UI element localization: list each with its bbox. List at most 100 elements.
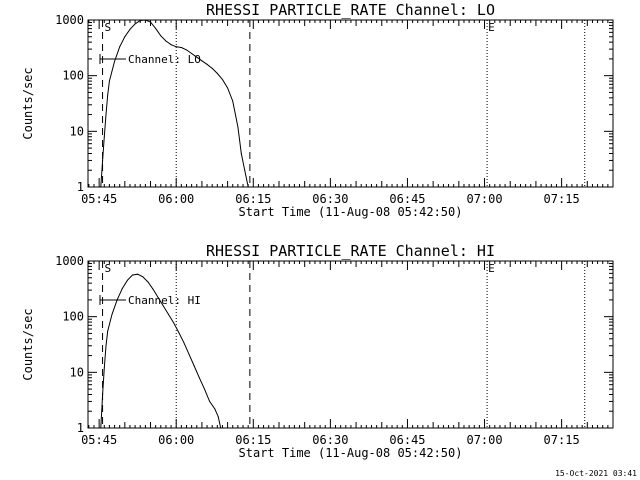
data-point <box>193 365 195 367</box>
plot-frame <box>87 19 614 188</box>
x-tick-label: 06:15 <box>235 433 271 447</box>
data-point <box>198 377 200 379</box>
data-point <box>173 322 175 324</box>
data-point <box>144 19 146 21</box>
data-point <box>206 63 208 65</box>
x-tick-label: 07:15 <box>544 192 580 206</box>
data-point <box>119 46 121 48</box>
x-tick-label: 07:15 <box>544 433 580 447</box>
chart-title: RHESSI PARTICLE_RATE Channel: HI <box>206 242 495 260</box>
x-tick-label: 06:30 <box>312 433 348 447</box>
data-point <box>175 46 177 48</box>
data-point <box>178 332 180 333</box>
data-point <box>137 273 139 275</box>
x-tick-label: 06:00 <box>158 433 194 447</box>
start-marker-label: S <box>105 262 112 275</box>
data-point <box>247 186 249 188</box>
data-point <box>209 400 211 402</box>
legend-label: Channel: LO <box>128 53 201 66</box>
data-point <box>105 345 107 347</box>
data-point <box>165 40 167 42</box>
lo-channel-panel: RHESSI PARTICLE_RATE Channel: LO 1 10 100 10… <box>21 1 614 219</box>
data-point <box>126 279 128 281</box>
x-axis-label: Start Time (11-Aug-08 05:42:50) <box>239 205 463 219</box>
particle-rate-series <box>100 273 222 429</box>
data-point <box>204 388 205 390</box>
x-tick-label: 07:00 <box>466 433 502 447</box>
data-point <box>227 87 229 89</box>
plot-frame <box>87 260 614 429</box>
data-point <box>217 416 219 418</box>
data-point <box>124 36 126 38</box>
data-point <box>188 353 190 355</box>
y-axis-label: Counts/sec <box>21 308 35 380</box>
data-point <box>162 305 164 307</box>
data-point <box>240 153 242 154</box>
y-axis-label: Counts/sec <box>21 67 35 139</box>
y-tick-label: 10 <box>70 365 84 379</box>
data-point <box>232 100 234 102</box>
end-marker-label: E <box>488 21 495 34</box>
hi-channel-panel: RHESSI PARTICLE_RATE Channel: HI 1 10 100 10… <box>21 242 614 460</box>
x-axis-label: Start Time (11-Aug-08 05:42:50) <box>239 446 463 460</box>
y-tick-label: 1000 <box>55 254 84 268</box>
x-tick-label: 07:00 <box>466 192 502 206</box>
data-point <box>139 20 141 21</box>
data-point <box>186 49 187 51</box>
x-tick-label: 05:45 <box>81 433 117 447</box>
data-point <box>191 53 193 54</box>
data-point <box>211 67 213 69</box>
data-point <box>180 47 182 48</box>
y-tick-label: 100 <box>62 310 84 324</box>
data-point <box>100 186 102 188</box>
data-point <box>196 56 198 58</box>
data-point <box>147 281 149 283</box>
data-point <box>102 159 104 161</box>
end-marker-label: E <box>488 262 495 275</box>
legend-label: Channel: HI <box>128 294 201 307</box>
data-point <box>183 342 185 344</box>
data-point <box>142 276 144 278</box>
data-point <box>103 367 105 369</box>
data-point <box>152 288 154 290</box>
data-point <box>107 94 109 96</box>
data-point <box>150 21 151 23</box>
data-point <box>108 80 110 82</box>
x-tick-label: 06:00 <box>158 192 194 206</box>
data-point <box>100 427 102 429</box>
data-point <box>121 288 123 289</box>
data-point <box>105 114 107 116</box>
y-tick-label: 1 <box>77 180 84 194</box>
data-point <box>214 408 216 410</box>
y-tick-label: 10 <box>70 124 84 138</box>
y-tick-label: 1 <box>77 421 84 435</box>
data-point <box>237 126 239 128</box>
data-point <box>160 35 162 37</box>
data-point <box>111 313 113 315</box>
data-point <box>116 299 118 301</box>
particle-rate-series <box>100 19 249 188</box>
start-marker-label: S <box>105 21 112 34</box>
x-tick-label: 05:45 <box>81 192 117 206</box>
chart-title: RHESSI PARTICLE_RATE Channel: LO <box>206 1 495 19</box>
data-point <box>107 330 109 332</box>
footer-timestamp: 15-Oct-2021 03:41 <box>555 469 637 478</box>
data-point <box>222 79 223 81</box>
x-tick-label: 06:45 <box>389 192 425 206</box>
data-point <box>216 72 218 74</box>
x-tick-label: 06:15 <box>235 192 271 206</box>
data-point <box>134 23 136 25</box>
data-point <box>201 60 203 62</box>
data-point <box>155 28 157 30</box>
data-point <box>244 169 246 171</box>
x-tick-label: 06:45 <box>389 433 425 447</box>
data-point <box>129 28 131 30</box>
y-tick-label: 100 <box>62 69 84 83</box>
data-point <box>220 427 222 429</box>
data-point <box>114 61 115 62</box>
x-tick-label: 06:30 <box>312 192 348 206</box>
data-point <box>168 313 169 315</box>
data-point <box>157 297 159 299</box>
data-point <box>102 394 104 395</box>
